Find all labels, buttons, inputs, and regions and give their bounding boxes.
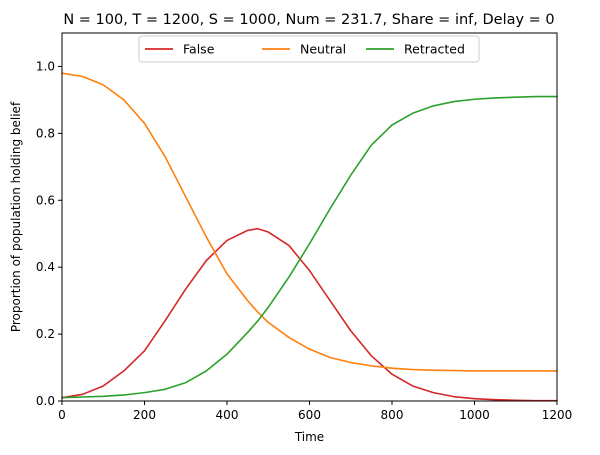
x-tick-label: 800 (381, 408, 404, 422)
plot-area (62, 33, 557, 401)
series-line-false (61, 227, 558, 402)
series-line-neutral (61, 72, 558, 372)
series-line-retracted (61, 95, 558, 399)
y-tick-label: 1.0 (36, 59, 55, 73)
x-tick-label: 0 (58, 408, 66, 422)
x-tick-label: 600 (298, 408, 321, 422)
legend-label-false: False (183, 42, 215, 57)
x-axis-label: Time (294, 430, 324, 444)
y-tick-label: 0.2 (36, 327, 55, 341)
legend: False Neutral Retracted (138, 35, 480, 63)
y-tick-label: 0.0 (36, 394, 55, 408)
y-tick-label: 0.8 (36, 126, 55, 140)
y-tick-label: 0.4 (36, 260, 55, 274)
y-axis: 0.0 0.2 0.4 0.6 0.8 1.0 (36, 59, 62, 408)
chart-title: N = 100, T = 1200, S = 1000, Num = 231.7… (63, 12, 554, 28)
legend-label-neutral: Neutral (300, 42, 346, 57)
x-tick-label: 400 (216, 408, 239, 422)
x-axis: 0 200 400 600 800 1000 1200 (58, 401, 572, 422)
x-tick-label: 1000 (459, 408, 490, 422)
y-tick-label: 0.6 (36, 193, 55, 207)
legend-label-retracted: Retracted (404, 42, 465, 57)
y-axis-label: Proportion of population holding belief (9, 101, 23, 332)
legend-box (138, 35, 480, 63)
x-tick-label: 1200 (542, 408, 573, 422)
series-group (61, 72, 558, 402)
x-tick-label: 200 (133, 408, 156, 422)
